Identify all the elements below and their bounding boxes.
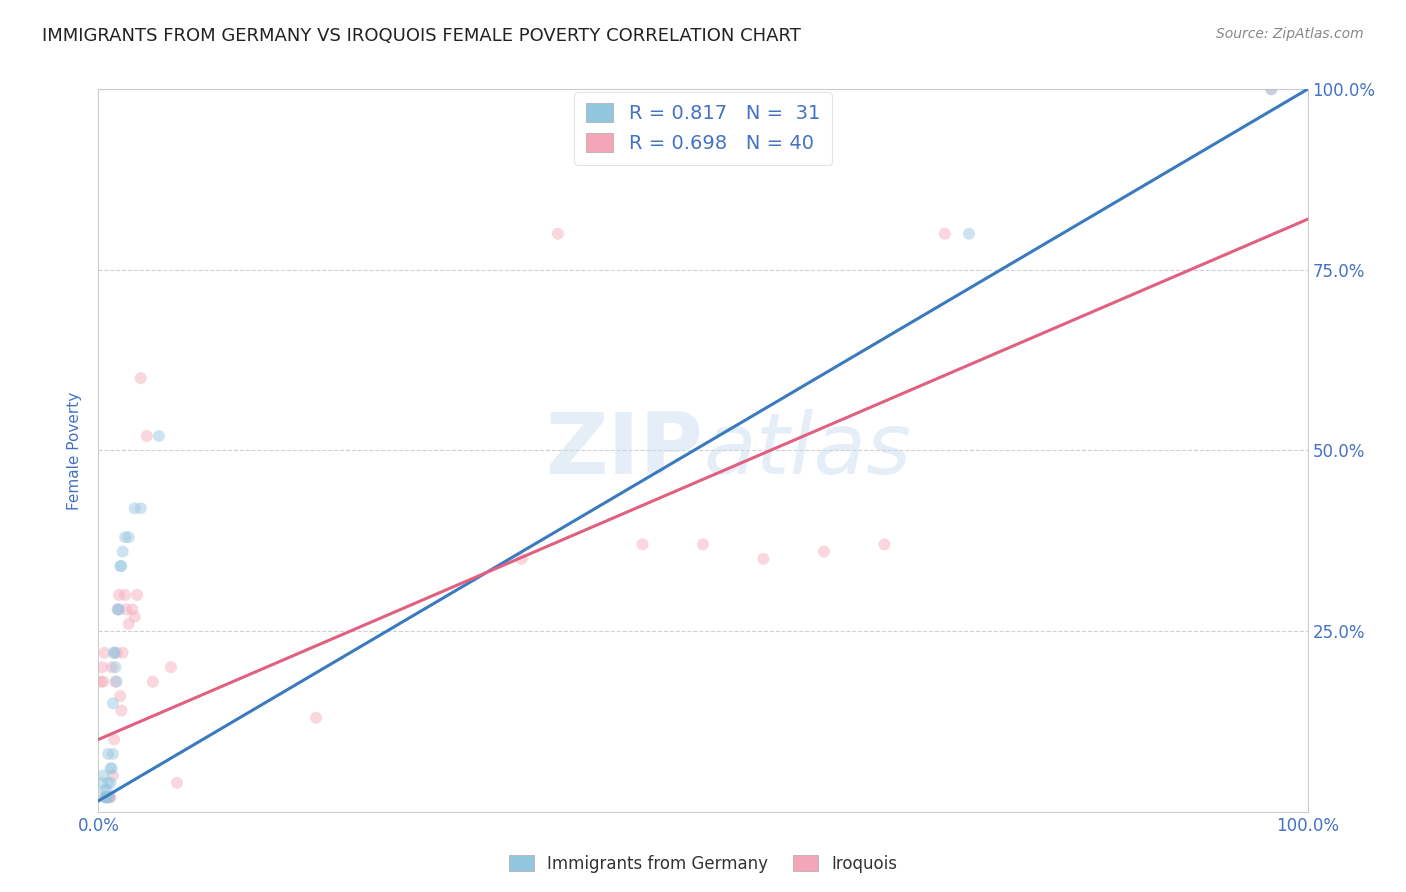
Point: [692, 537, 714, 551]
Point: [96, 790, 118, 805]
Point: [108, 559, 131, 574]
Point: [118, 616, 141, 631]
Point: [110, 559, 132, 574]
Point: [91, 660, 114, 674]
Point: [108, 588, 131, 602]
Point: [104, 660, 127, 674]
Point: [957, 227, 980, 241]
Point: [93, 790, 115, 805]
Point: [118, 530, 141, 544]
Point: [813, 544, 835, 558]
Point: [108, 689, 131, 703]
Point: [91, 769, 114, 783]
Point: [105, 674, 128, 689]
Point: [108, 602, 131, 616]
Point: [111, 544, 134, 558]
Text: ZIP: ZIP: [546, 409, 703, 492]
Point: [94, 790, 117, 805]
Point: [115, 602, 138, 616]
Point: [100, 660, 122, 674]
Point: [91, 674, 114, 689]
Point: [104, 674, 127, 689]
Point: [1260, 82, 1282, 96]
Point: [148, 429, 170, 443]
Point: [127, 588, 149, 602]
Point: [873, 537, 896, 551]
Point: [100, 761, 122, 775]
Point: [124, 501, 146, 516]
Point: [100, 790, 122, 805]
Point: [103, 646, 125, 660]
Point: [96, 783, 118, 797]
Point: [98, 790, 121, 805]
Text: atlas: atlas: [703, 409, 911, 492]
Point: [166, 776, 188, 790]
Point: [93, 783, 115, 797]
Point: [114, 588, 136, 602]
Text: Source: ZipAtlas.com: Source: ZipAtlas.com: [1216, 27, 1364, 41]
Point: [103, 646, 125, 660]
Point: [129, 501, 152, 516]
Point: [305, 711, 328, 725]
Point: [105, 646, 128, 660]
Text: IMMIGRANTS FROM GERMANY VS IROQUOIS FEMALE POVERTY CORRELATION CHART: IMMIGRANTS FROM GERMANY VS IROQUOIS FEMA…: [42, 27, 801, 45]
Point: [121, 602, 143, 616]
Point: [111, 646, 134, 660]
Point: [114, 530, 136, 544]
Point: [160, 660, 183, 674]
Point: [97, 776, 120, 790]
Legend: Immigrants from Germany, Iroquois: Immigrants from Germany, Iroquois: [502, 848, 904, 880]
Point: [93, 646, 115, 660]
Point: [510, 551, 533, 566]
Point: [96, 790, 118, 805]
Point: [91, 776, 114, 790]
Point: [97, 790, 120, 805]
Point: [97, 747, 120, 761]
Point: [101, 769, 124, 783]
Point: [101, 696, 124, 710]
Point: [142, 674, 165, 689]
Legend: R = 0.817   N =  31, R = 0.698   N = 40: R = 0.817 N = 31, R = 0.698 N = 40: [574, 92, 832, 165]
Point: [129, 371, 152, 385]
Point: [1260, 82, 1282, 96]
Point: [934, 227, 956, 241]
Point: [107, 602, 129, 616]
Point: [135, 429, 157, 443]
Point: [98, 790, 121, 805]
Point: [124, 609, 146, 624]
Point: [90, 674, 112, 689]
Point: [547, 227, 569, 241]
Point: [100, 761, 122, 775]
Point: [94, 790, 117, 805]
Point: [100, 776, 122, 790]
Point: [103, 732, 125, 747]
Point: [101, 747, 124, 761]
Point: [110, 704, 132, 718]
Point: [631, 537, 654, 551]
Point: [752, 551, 775, 566]
Point: [107, 602, 129, 616]
Y-axis label: Female Poverty: Female Poverty: [67, 392, 83, 509]
